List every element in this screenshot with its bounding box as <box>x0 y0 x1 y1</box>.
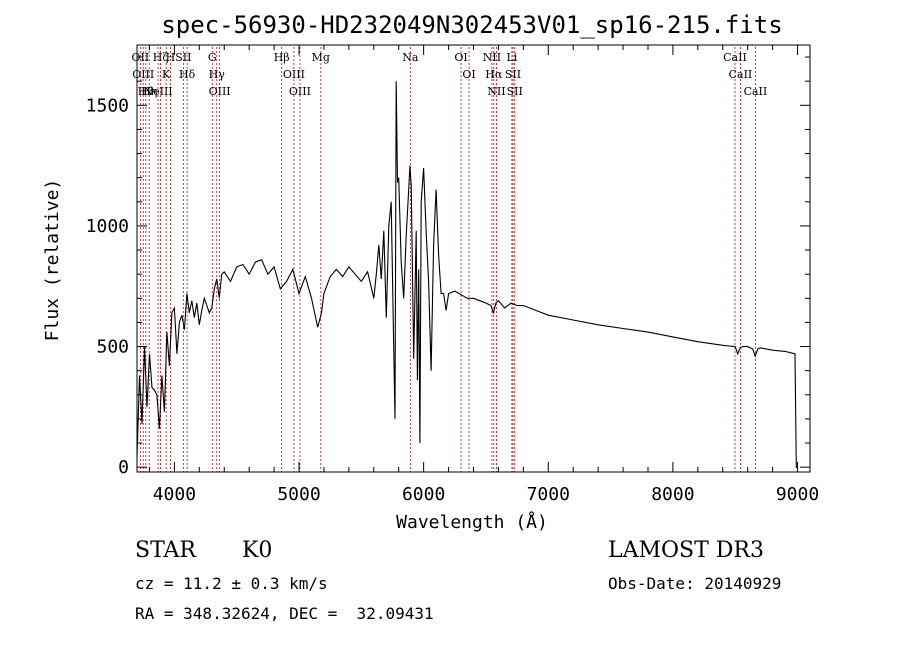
line-marker-label: G <box>208 51 217 64</box>
y-tick-label: 1000 <box>86 216 129 237</box>
x-tick-label: 8000 <box>651 484 694 505</box>
line-marker-label: Mg <box>312 51 330 64</box>
line-marker-label: CaII <box>729 68 753 81</box>
line-marker-label: OIII <box>283 68 305 81</box>
x-tick-label: 7000 <box>527 484 570 505</box>
spectrum-chart: spec-56930-HD232049N302453V01_sp16-215.f… <box>42 11 820 533</box>
obs-date-label: Obs-Date: 20140929 <box>608 574 782 593</box>
y-axis-label: Flux (relative) <box>42 179 63 342</box>
chart-title: spec-56930-HD232049N302453V01_sp16-215.f… <box>161 11 782 39</box>
line-marker-label: Hδ <box>179 68 196 81</box>
x-tick-label: 6000 <box>402 484 445 505</box>
survey-label: LAMOST DR3 <box>608 538 764 563</box>
y-tick-label: 500 <box>96 337 129 358</box>
line-marker-label: SII <box>505 68 521 81</box>
line-marker-label: Hγ <box>209 68 226 81</box>
line-marker-label: Hθ <box>138 85 155 98</box>
line-marker-label: NII <box>487 85 505 98</box>
line-markers <box>139 47 756 472</box>
line-marker-label: Hζ <box>153 51 169 64</box>
line-marker-label: Hα <box>485 68 503 81</box>
line-marker-label: NII <box>483 51 501 64</box>
line-marker-label: Na <box>402 51 419 64</box>
line-marker-label: H <box>166 51 176 64</box>
axis-ticks <box>137 45 810 472</box>
line-marker-label: SII <box>175 51 191 64</box>
line-marker-label: K <box>162 68 171 81</box>
line-marker-label: NeIII <box>143 85 172 98</box>
line-marker-label: OI <box>462 68 475 81</box>
line-marker-label: CaII <box>744 85 768 98</box>
line-marker-label: OIII <box>132 68 154 81</box>
x-tick-label: 4000 <box>153 484 196 505</box>
line-marker-label: OI <box>454 51 467 64</box>
subclass-label: K0 <box>242 538 273 563</box>
line-marker-label: CaII <box>723 51 747 64</box>
spectrum-line <box>136 81 798 468</box>
y-tick-label: 0 <box>118 457 129 478</box>
line-marker-label: OIII <box>289 85 311 98</box>
x-tick-label: 9000 <box>776 484 819 505</box>
x-axis-label: Wavelength (Å) <box>396 511 548 533</box>
class-label: STAR <box>135 538 196 563</box>
line-marker-label: SII <box>507 85 523 98</box>
x-tick-label: 5000 <box>277 484 320 505</box>
tick-labels: 4000 5000 6000 7000 8000 9000 0 500 1000 1500 <box>86 95 820 505</box>
line-marker-label: Li <box>506 51 517 64</box>
plot-frame <box>136 44 811 473</box>
line-marker-label: Hη <box>141 85 157 98</box>
line-marker-label: Hβ <box>274 51 290 64</box>
line-marker-label: OIII <box>209 85 231 98</box>
redshift-label: cz = 11.2 ± 0.3 km/s <box>135 574 328 593</box>
y-tick-label: 1500 <box>86 95 129 116</box>
coords-label: RA = 348.32624, DEC = 32.09431 <box>135 604 434 623</box>
